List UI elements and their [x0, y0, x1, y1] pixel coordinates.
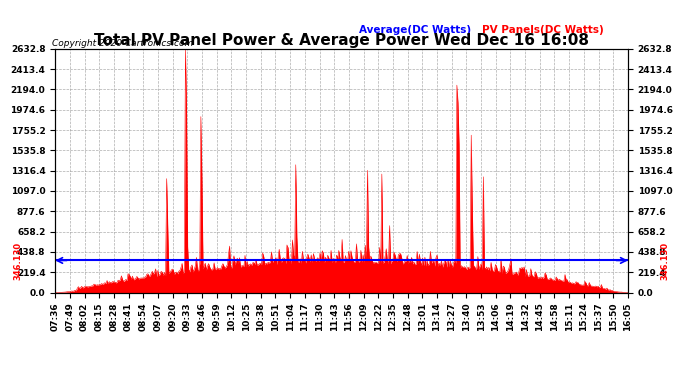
Text: Average(DC Watts): Average(DC Watts): [359, 26, 471, 35]
Text: Copyright 2020 Cartronics.com: Copyright 2020 Cartronics.com: [52, 39, 193, 48]
Title: Total PV Panel Power & Average Power Wed Dec 16 16:08: Total PV Panel Power & Average Power Wed…: [94, 33, 589, 48]
Text: 346.130: 346.130: [660, 242, 669, 279]
Text: 346.130: 346.130: [14, 242, 23, 279]
Text: PV Panels(DC Watts): PV Panels(DC Watts): [482, 26, 604, 35]
